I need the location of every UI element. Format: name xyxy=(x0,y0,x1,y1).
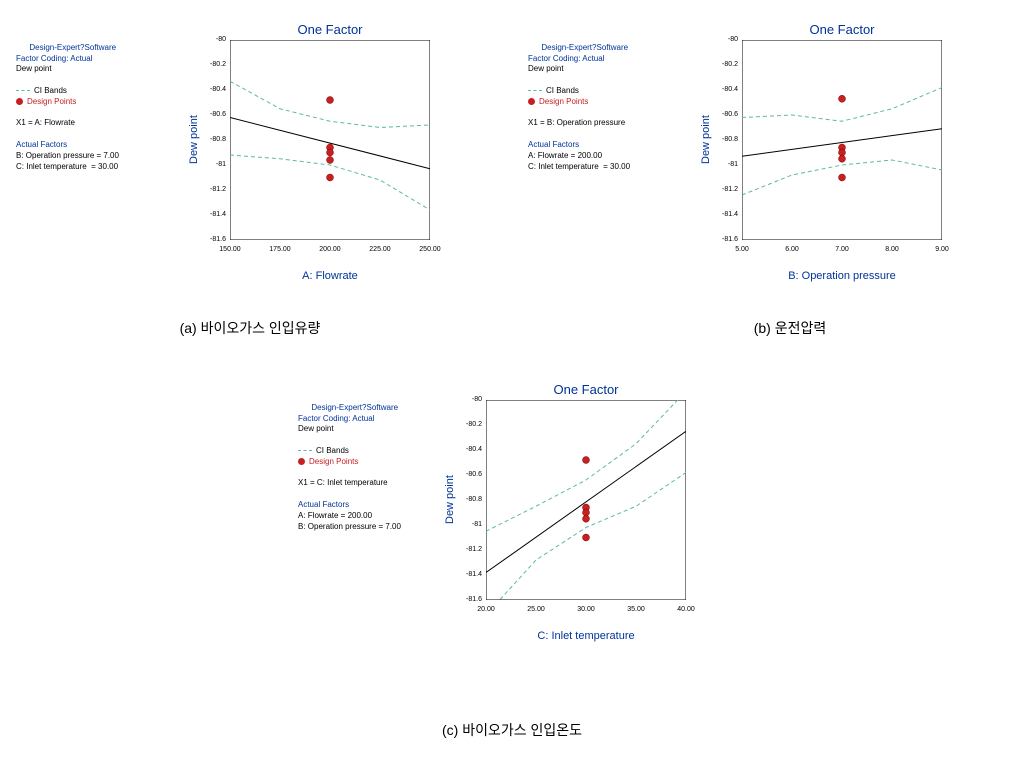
x-tick-label: 20.00 xyxy=(468,606,504,613)
y-tick-label: -80.2 xyxy=(458,421,482,428)
y-axis-label-b: Dew point xyxy=(700,90,712,190)
y-tick-label: -81.4 xyxy=(458,571,482,578)
caption-a: (a) 바이오가스 인입유량 xyxy=(100,318,400,338)
y-tick-label: -80.6 xyxy=(202,111,226,118)
y-tick-label: -80.6 xyxy=(714,111,738,118)
panel-b: Design-Expert?Software Factor Coding: Ac… xyxy=(512,0,1024,330)
x1-line-a: X1 = A: Flowrate xyxy=(16,118,75,127)
x-tick-label: 8.00 xyxy=(874,246,910,253)
chart-title-a: One Factor xyxy=(230,22,430,37)
x1-line-c: X1 = C: Inlet temperature xyxy=(298,478,388,487)
chart-title-b: One Factor xyxy=(742,22,942,37)
y-tick-label: -81 xyxy=(714,161,738,168)
x-tick-label: 225.00 xyxy=(362,246,398,253)
x-axis-label-b: B: Operation pressure xyxy=(742,270,942,282)
legend-coding: Factor Coding: Actual xyxy=(16,54,92,63)
x-tick-label: 200.00 xyxy=(312,246,348,253)
x-axis-label-c: C: Inlet temperature xyxy=(486,630,686,642)
legend-c: Design-Expert?Software Factor Coding: Ac… xyxy=(298,392,401,543)
y-tick-label: -81.2 xyxy=(202,186,226,193)
y-tick-label: -80.4 xyxy=(714,86,738,93)
y-tick-label: -81.4 xyxy=(714,211,738,218)
legend-a: Design-Expert?Software Factor Coding: Ac… xyxy=(16,32,119,183)
af-hdr: Actual Factors xyxy=(16,140,67,149)
design-point-icon xyxy=(528,98,535,105)
af2-c: B: Operation pressure = 7.00 xyxy=(298,522,401,531)
x-tick-label: 9.00 xyxy=(924,246,960,253)
y-tick-label: -81.2 xyxy=(714,186,738,193)
design-point-icon xyxy=(16,98,23,105)
y-axis-label-a: Dew point xyxy=(188,90,200,190)
x-tick-label: 250.00 xyxy=(412,246,448,253)
af1-a: B: Operation pressure = 7.00 xyxy=(16,151,119,160)
y-tick-label: -80.2 xyxy=(714,61,738,68)
y-tick-label: -81.6 xyxy=(714,236,738,243)
x-tick-label: 6.00 xyxy=(774,246,810,253)
chart-title-c: One Factor xyxy=(486,382,686,397)
y-tick-label: -81 xyxy=(458,521,482,528)
af1-c: A: Flowrate = 200.00 xyxy=(298,511,372,520)
y-tick-label: -80.8 xyxy=(714,136,738,143)
y-tick-label: -81.6 xyxy=(202,236,226,243)
x-tick-label: 35.00 xyxy=(618,606,654,613)
x-tick-label: 175.00 xyxy=(262,246,298,253)
chart-a xyxy=(230,40,430,240)
caption-b: (b) 운전압력 xyxy=(640,318,940,338)
ci-dash-icon xyxy=(298,450,312,451)
chart-c xyxy=(486,400,686,600)
x-tick-label: 25.00 xyxy=(518,606,554,613)
legend-b: Design-Expert?Software Factor Coding: Ac… xyxy=(528,32,630,183)
y-tick-label: -81 xyxy=(202,161,226,168)
panel-c: Design-Expert?Software Factor Coding: Ac… xyxy=(256,360,768,690)
page: Design-Expert?Software Factor Coding: Ac… xyxy=(0,0,1024,779)
y-tick-label: -80.4 xyxy=(202,86,226,93)
x-tick-label: 150.00 xyxy=(212,246,248,253)
ci-label: CI Bands xyxy=(34,86,67,95)
af2-b: C: Inlet temperature = 30.00 xyxy=(528,162,630,171)
panel-a: Design-Expert?Software Factor Coding: Ac… xyxy=(0,0,512,330)
caption-c: (c) 바이오가스 인입온도 xyxy=(362,720,662,740)
y-tick-label: -81.6 xyxy=(458,596,482,603)
x-tick-label: 7.00 xyxy=(824,246,860,253)
af1-b: A: Flowrate = 200.00 xyxy=(528,151,602,160)
design-point-icon xyxy=(298,458,305,465)
y-tick-label: -80.6 xyxy=(458,471,482,478)
y-tick-label: -80 xyxy=(714,36,738,43)
chart-b xyxy=(742,40,942,240)
y-tick-label: -80.8 xyxy=(202,136,226,143)
x-tick-label: 40.00 xyxy=(668,606,704,613)
y-tick-label: -80 xyxy=(202,36,226,43)
x1-line-b: X1 = B: Operation pressure xyxy=(528,118,625,127)
dp-label: Design Points xyxy=(27,97,76,106)
x-tick-label: 30.00 xyxy=(568,606,604,613)
af2-a: C: Inlet temperature = 30.00 xyxy=(16,162,118,171)
y-tick-label: -80.2 xyxy=(202,61,226,68)
ci-dash-icon xyxy=(16,90,30,91)
y-tick-label: -80.4 xyxy=(458,446,482,453)
y-tick-label: -81.2 xyxy=(458,546,482,553)
legend-response: Dew point xyxy=(16,64,52,73)
x-tick-label: 5.00 xyxy=(724,246,760,253)
x-axis-label-a: A: Flowrate xyxy=(230,270,430,282)
y-tick-label: -80.8 xyxy=(458,496,482,503)
legend-software: Design-Expert?Software xyxy=(29,43,116,52)
y-tick-label: -80 xyxy=(458,396,482,403)
y-tick-label: -81.4 xyxy=(202,211,226,218)
ci-dash-icon xyxy=(528,90,542,91)
y-axis-label-c: Dew point xyxy=(444,450,456,550)
